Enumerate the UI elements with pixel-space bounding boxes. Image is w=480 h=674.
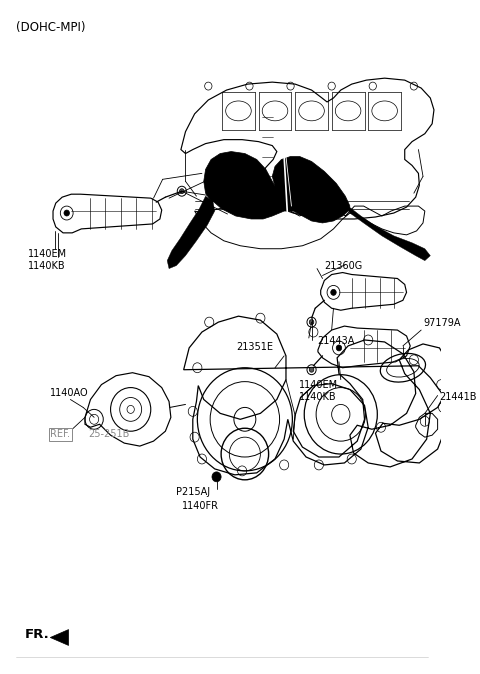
Text: REF.: REF. xyxy=(50,429,70,439)
Circle shape xyxy=(309,367,314,372)
Text: 1140AO: 1140AO xyxy=(50,388,89,398)
Text: 1140EM: 1140EM xyxy=(299,379,338,390)
Text: P215AJ: P215AJ xyxy=(176,487,210,497)
Text: 1140KB: 1140KB xyxy=(299,392,336,402)
Text: 21370G: 21370G xyxy=(211,166,250,177)
Text: 1140FR: 1140FR xyxy=(182,501,219,511)
Circle shape xyxy=(64,210,70,216)
Polygon shape xyxy=(204,152,350,223)
Text: 21443A: 21443A xyxy=(317,336,354,346)
Polygon shape xyxy=(50,630,69,646)
Polygon shape xyxy=(345,206,430,261)
Text: 21443A: 21443A xyxy=(231,201,268,211)
Circle shape xyxy=(331,289,336,295)
Text: 21360G: 21360G xyxy=(324,261,362,271)
Polygon shape xyxy=(167,196,215,268)
Text: 21441B: 21441B xyxy=(440,392,477,402)
Circle shape xyxy=(180,189,184,193)
Text: FR.: FR. xyxy=(24,627,49,640)
Text: 21351E: 21351E xyxy=(237,342,274,352)
Text: 1140KB: 1140KB xyxy=(28,261,66,271)
Circle shape xyxy=(336,345,342,351)
Circle shape xyxy=(212,472,221,482)
Text: (DOHC-MPI): (DOHC-MPI) xyxy=(15,21,85,34)
Text: 1140EM: 1140EM xyxy=(28,249,68,259)
Text: 97179A: 97179A xyxy=(423,318,460,328)
Text: 25-251B: 25-251B xyxy=(89,429,130,439)
Circle shape xyxy=(309,319,314,325)
